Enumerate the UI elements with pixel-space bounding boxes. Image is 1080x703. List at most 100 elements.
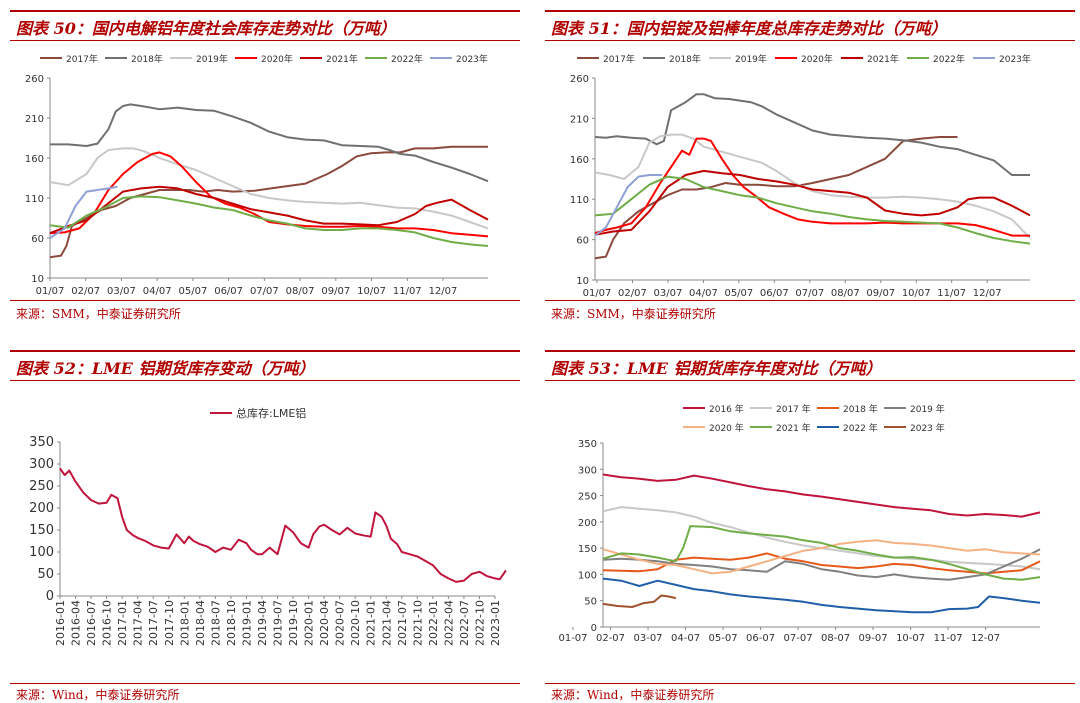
x-tick-label: 04/07 [143,286,172,297]
legend-label: 2022年 [391,53,423,65]
chart-panel-52: 图表 52：LME 铝期货库存变动（万吨） 0 50 100 150 200 250 300… [10,350,520,702]
series-line [49,151,489,238]
panel-title-bar: 图表 50：国内电解铝年度社会库存走势对比（万吨） [10,10,520,41]
y-tick-label: 110 [570,195,589,206]
x-tick-label: 11-07 [934,633,963,644]
y-tick-label: 0 [46,589,54,604]
y-tick-label: 160 [570,155,589,166]
y-tick-label: 100 [29,545,54,560]
series-line [602,594,677,608]
legend-label: 2020年 [801,53,833,65]
x-tick-label: 2021-10 [411,600,424,646]
x-tick-label: 05/07 [178,286,207,297]
x-tick-label: 05-07 [709,633,738,644]
x-tick-label: 2022-04 [442,600,455,646]
series-line [602,577,1041,614]
series-line [594,175,1031,245]
legend-label: 2019年 [196,53,228,65]
series-line [594,93,1030,176]
x-tick-label: 06-07 [746,633,775,644]
x-tick-label: 2019-04 [256,600,269,646]
x-tick-label: 2022-07 [458,600,471,646]
legend-label: 2018年 [669,53,701,65]
x-tick-label: 07/07 [250,286,279,297]
x-tick-label: 2021-01 [365,600,378,646]
panel-title-bar: 图表 52：LME 铝期货库存变动（万吨） [10,350,520,381]
x-tick-label: 10/07 [357,286,386,297]
legend-label: 2022 年 [843,422,878,434]
panel-title: 图表 51：国内铝锭及铝棒年度总库存走势对比（万吨） [551,19,947,38]
y-tick-label: 250 [578,492,597,503]
y-tick-label: 50 [584,597,597,608]
legend-label: 2021 年 [776,422,811,434]
legend-label: 2021年 [867,53,899,65]
x-tick-label: 2020-04 [318,600,331,646]
x-tick-label: 03/07 [654,288,683,299]
series-line [49,195,489,247]
panel-title: 图表 53：LME 铝期货库存年度对比（万吨） [551,359,882,378]
x-tick-label: 2016-10 [101,600,114,646]
x-tick-label: 09-07 [859,633,888,644]
x-tick-label: 2018-07 [209,600,222,646]
x-tick-label: 2021-04 [380,600,393,646]
y-tick-label: 260 [570,74,589,85]
y-tick-label: 250 [29,479,54,494]
chart-panel-51: 图表 51：国内铝锭及铝棒年度总库存走势对比（万吨） 10 60 110 160 210… [545,10,1075,330]
legend-label: 总库存:LME铝 [236,406,306,420]
x-tick-label: 2020-10 [349,600,362,646]
series-line [602,539,1041,575]
legend-label: 2018年 [131,53,163,65]
series-line [49,185,118,239]
x-tick-label: 12-07 [971,633,1000,644]
x-tick-label: 2016-07 [85,600,98,646]
x-tick-label: 2021-07 [396,600,409,646]
panel-title: 图表 52：LME 铝期货库存变动（万吨） [16,359,315,378]
x-tick-label: 07/07 [795,288,824,299]
y-tick-label: 50 [37,567,54,582]
x-tick-label: 03/07 [107,286,136,297]
legend-label: 2017年 [603,53,635,65]
y-tick-label: 100 [578,570,597,581]
series-line [602,548,1041,581]
y-tick-label: 60 [31,234,44,245]
x-tick-label: 01-07 [558,633,587,644]
y-tick-label: 60 [576,236,589,247]
source-divider [10,300,520,301]
y-tick-label: 200 [29,501,54,516]
x-tick-label: 2017-07 [147,600,160,646]
series-line [594,136,958,260]
line-chart-53: 0 50 100 150 200 250 300 350 01-07 02-07 03-07 04-0… [558,403,1041,644]
panel-title-bar: 图表 53：LME 铝期货库存年度对比（万吨） [545,350,1075,381]
x-tick-label: 2016-01 [54,600,67,646]
series-line [49,185,489,235]
x-tick-label: 11/07 [937,288,966,299]
x-tick-label: 2023-01 [489,600,502,646]
x-tick-label: 04/07 [689,288,718,299]
x-tick-label: 02/07 [618,288,647,299]
legend-label: 2019 年 [910,403,945,415]
legend-label: 2019年 [735,53,767,65]
x-tick-label: 2019-07 [272,600,285,646]
x-tick-label: 03-07 [633,633,662,644]
series-line [594,169,1031,236]
x-tick-label: 10-07 [896,633,925,644]
legend-label: 2020 年 [709,422,744,434]
x-tick-label: 02/07 [71,286,100,297]
x-tick-label: 09/07 [321,286,350,297]
y-tick-label: 260 [25,74,44,85]
x-tick-label: 2018-10 [225,600,238,646]
y-tick-label: 200 [578,518,597,529]
x-tick-label: 2022-01 [427,600,440,646]
x-tick-label: 05/07 [724,288,753,299]
x-tick-label: 01/07 [36,286,65,297]
x-tick-label: 2019-01 [240,600,253,646]
source-text: 来源：Wind，中泰证券研究所 [16,688,180,702]
series-line [594,133,1031,239]
y-tick-label: 160 [25,154,44,165]
x-tick-label: 01/07 [583,288,612,299]
x-tick-label: 2017-04 [132,600,145,646]
source-divider [545,683,1075,684]
y-tick-label: 300 [29,457,54,472]
legend-label: 2020年 [261,53,293,65]
source-text: 来源：Wind，中泰证券研究所 [551,688,715,702]
